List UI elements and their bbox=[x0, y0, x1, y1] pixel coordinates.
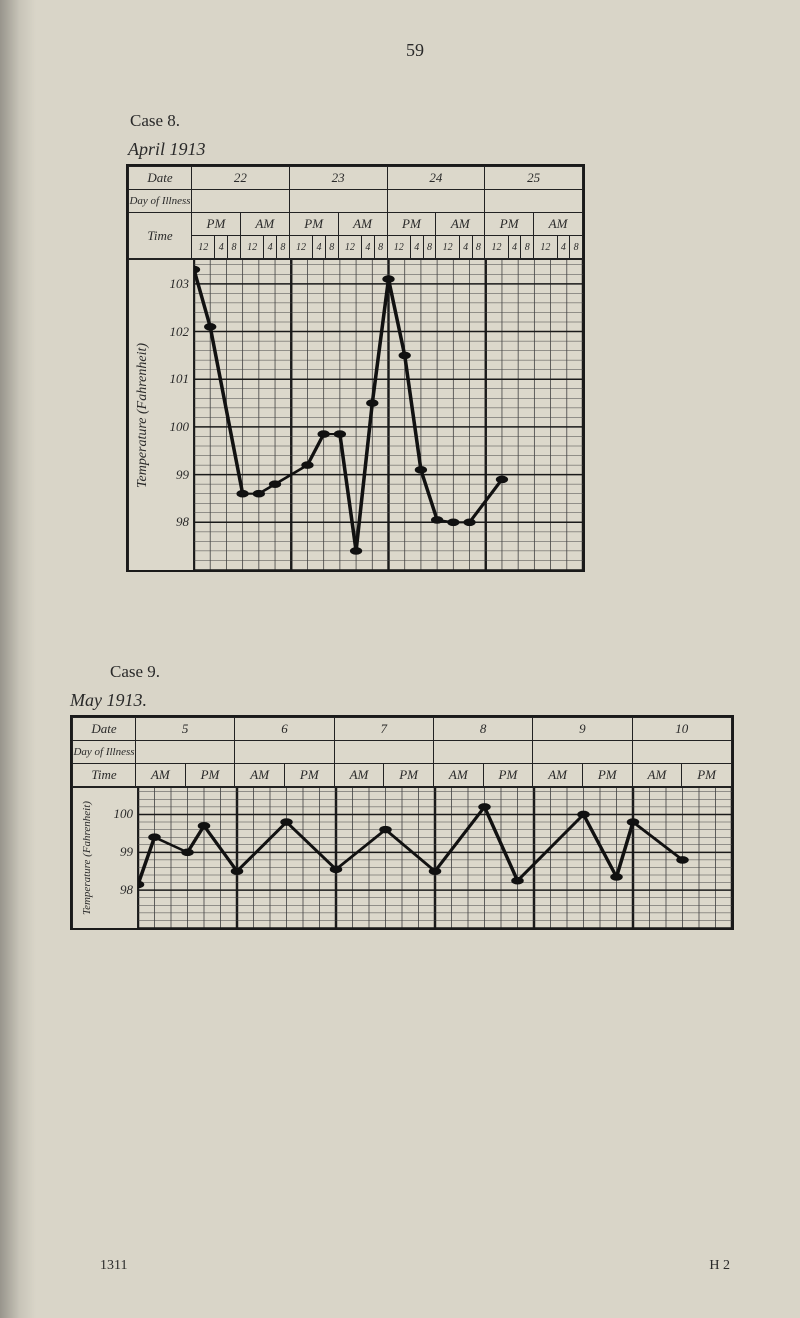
doi-24 bbox=[387, 190, 485, 213]
case8-y-ticks: 103 102 101 100 99 98 bbox=[157, 260, 194, 570]
c9d5: 5 bbox=[136, 718, 235, 741]
case8-plot-row: Temperature (Fahrenheit) 103 102 101 100 99 9… bbox=[128, 259, 583, 570]
c9p10: AM bbox=[632, 764, 682, 787]
tick-cell: 12 bbox=[387, 236, 410, 259]
tick-cell: 12 bbox=[338, 236, 361, 259]
case8-y-label: Temperature (Fahrenheit) bbox=[128, 260, 157, 570]
date-24: 24 bbox=[387, 167, 485, 190]
p4: PM bbox=[387, 213, 436, 236]
c9p6: AM bbox=[433, 764, 483, 787]
c9p9: PM bbox=[582, 764, 632, 787]
tick-cell: 4 bbox=[410, 236, 423, 259]
date-22: 22 bbox=[192, 167, 290, 190]
y-tick: 100 bbox=[170, 419, 190, 435]
time-label: Time bbox=[129, 213, 192, 259]
date-label: Date bbox=[129, 167, 192, 190]
case9-header-table: Date 5 6 7 8 9 10 Day of Illness Time AM… bbox=[72, 717, 732, 787]
page-number: 59 bbox=[100, 40, 730, 61]
c9-date-label: Date bbox=[73, 718, 136, 741]
y-tick: 103 bbox=[170, 276, 190, 292]
c9p5: PM bbox=[384, 764, 434, 787]
c9p2: AM bbox=[235, 764, 285, 787]
case8-title: April 1913 bbox=[128, 139, 730, 160]
tick-cell: 4 bbox=[215, 236, 228, 259]
footer-right: H 2 bbox=[709, 1258, 730, 1274]
tick-cell: 4 bbox=[459, 236, 472, 259]
c9p3: PM bbox=[284, 764, 334, 787]
p5: AM bbox=[436, 213, 485, 236]
c9-time-label: Time bbox=[73, 764, 136, 787]
page-shadow bbox=[0, 0, 36, 1318]
p0: PM bbox=[192, 213, 241, 236]
tick-cell: 8 bbox=[570, 236, 583, 259]
date-23: 23 bbox=[289, 167, 387, 190]
y-tick: 98 bbox=[120, 882, 133, 898]
c9d6: 6 bbox=[235, 718, 334, 741]
footer-left: 1311 bbox=[100, 1258, 127, 1274]
case9-grid bbox=[138, 788, 732, 928]
footer: 1311 H 2 bbox=[100, 1258, 730, 1274]
tick-cell: 4 bbox=[557, 236, 570, 259]
doi-22 bbox=[192, 190, 290, 213]
date-25: 25 bbox=[485, 167, 583, 190]
tick-cell: 12 bbox=[485, 236, 508, 259]
y-tick: 102 bbox=[170, 324, 190, 340]
case8-header-table: Date 22 23 24 25 Day of Illness Time PM … bbox=[128, 166, 583, 259]
c9d9: 9 bbox=[533, 718, 632, 741]
y-tick: 99 bbox=[120, 844, 133, 860]
c9d10: 10 bbox=[632, 718, 731, 741]
tick-cell: 8 bbox=[521, 236, 534, 259]
case9-title: May 1913. bbox=[70, 690, 730, 711]
tick-cell: 8 bbox=[325, 236, 338, 259]
case9-chart: Date 5 6 7 8 9 10 Day of Illness Time AM… bbox=[70, 715, 734, 930]
case8-label: Case 8. bbox=[130, 111, 730, 131]
c9d7: 7 bbox=[334, 718, 433, 741]
y-tick: 98 bbox=[176, 514, 189, 530]
c9d8: 8 bbox=[433, 718, 532, 741]
tick-cell: 12 bbox=[289, 236, 312, 259]
dayofillness-label: Day of Illness bbox=[129, 190, 192, 213]
tick-cell: 12 bbox=[192, 236, 215, 259]
case8-chart: Date 22 23 24 25 Day of Illness Time PM … bbox=[126, 164, 585, 572]
tick-cell: 8 bbox=[228, 236, 241, 259]
case9-y-ticks: 100 99 98 bbox=[101, 788, 138, 928]
tick-cell: 12 bbox=[240, 236, 263, 259]
y-tick: 100 bbox=[114, 806, 134, 822]
tick-cell: 8 bbox=[277, 236, 290, 259]
p6: PM bbox=[485, 213, 534, 236]
c9p7: PM bbox=[483, 764, 533, 787]
c9p4: AM bbox=[334, 764, 384, 787]
doi-25 bbox=[485, 190, 583, 213]
c9p11: PM bbox=[682, 764, 732, 787]
tick-cell: 8 bbox=[423, 236, 436, 259]
tick-cell: 4 bbox=[362, 236, 375, 259]
c9p1: PM bbox=[185, 764, 235, 787]
y-tick: 101 bbox=[170, 371, 190, 387]
page: 59 Case 8. April 1913 Date 22 23 24 25 D… bbox=[0, 0, 800, 1318]
tick-cell: 12 bbox=[534, 236, 557, 259]
p2: PM bbox=[289, 213, 338, 236]
p1: AM bbox=[240, 213, 289, 236]
tick-cell: 8 bbox=[472, 236, 485, 259]
case9-y-label: Temperature (Fahrenheit) bbox=[72, 788, 101, 928]
p3: AM bbox=[338, 213, 387, 236]
c9p0: AM bbox=[136, 764, 186, 787]
y-tick: 99 bbox=[176, 467, 189, 483]
tick-cell: 4 bbox=[313, 236, 326, 259]
tick-cell: 8 bbox=[374, 236, 387, 259]
case9-label: Case 9. bbox=[110, 662, 730, 682]
tick-cell: 12 bbox=[436, 236, 459, 259]
tick-cell: 4 bbox=[264, 236, 277, 259]
tick-cell: 4 bbox=[508, 236, 521, 259]
c9p8: AM bbox=[533, 764, 583, 787]
c9-doi-label: Day of Illness bbox=[73, 741, 136, 764]
p7: AM bbox=[534, 213, 583, 236]
doi-23 bbox=[289, 190, 387, 213]
case8-grid bbox=[194, 260, 583, 570]
case9-plot-row: Temperature (Fahrenheit) 100 99 98 bbox=[72, 787, 732, 928]
